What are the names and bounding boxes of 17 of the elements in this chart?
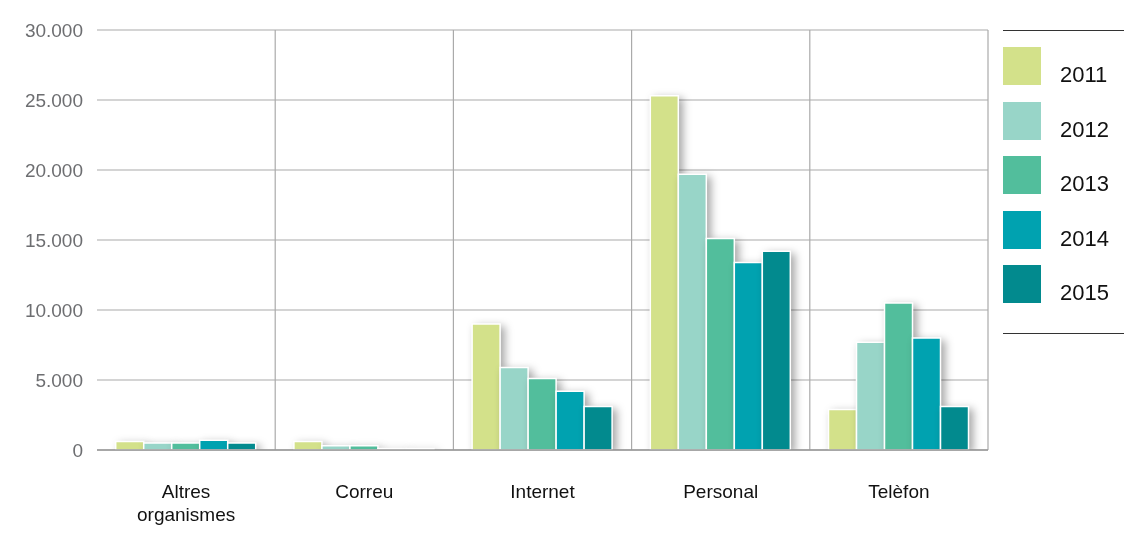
legend-label: 2013	[1060, 171, 1109, 197]
x-tick-label: Personal	[683, 481, 759, 502]
x-tick-label: Correu	[335, 481, 394, 502]
y-tick-label: 15.000	[24, 229, 83, 251]
y-tick-label: 25.000	[24, 89, 83, 111]
y-tick-label: 20.000	[24, 159, 83, 181]
x-tick-label: Internet	[510, 481, 576, 502]
legend-label: 2011	[1060, 62, 1108, 87]
legend-label: 2015	[1060, 280, 1109, 306]
y-tick-label: 5.000	[35, 369, 83, 391]
y-tick-label: 10.000	[24, 299, 83, 321]
legend-label: 2012	[1060, 116, 1109, 142]
legend-label: 2014	[1060, 225, 1109, 251]
x-tick-label: Altres organismes	[136, 481, 236, 525]
y-tick-label: 0	[72, 439, 83, 461]
x-tick-label: Telèfon	[868, 481, 930, 502]
y-tick-label: 30.000	[24, 19, 83, 41]
